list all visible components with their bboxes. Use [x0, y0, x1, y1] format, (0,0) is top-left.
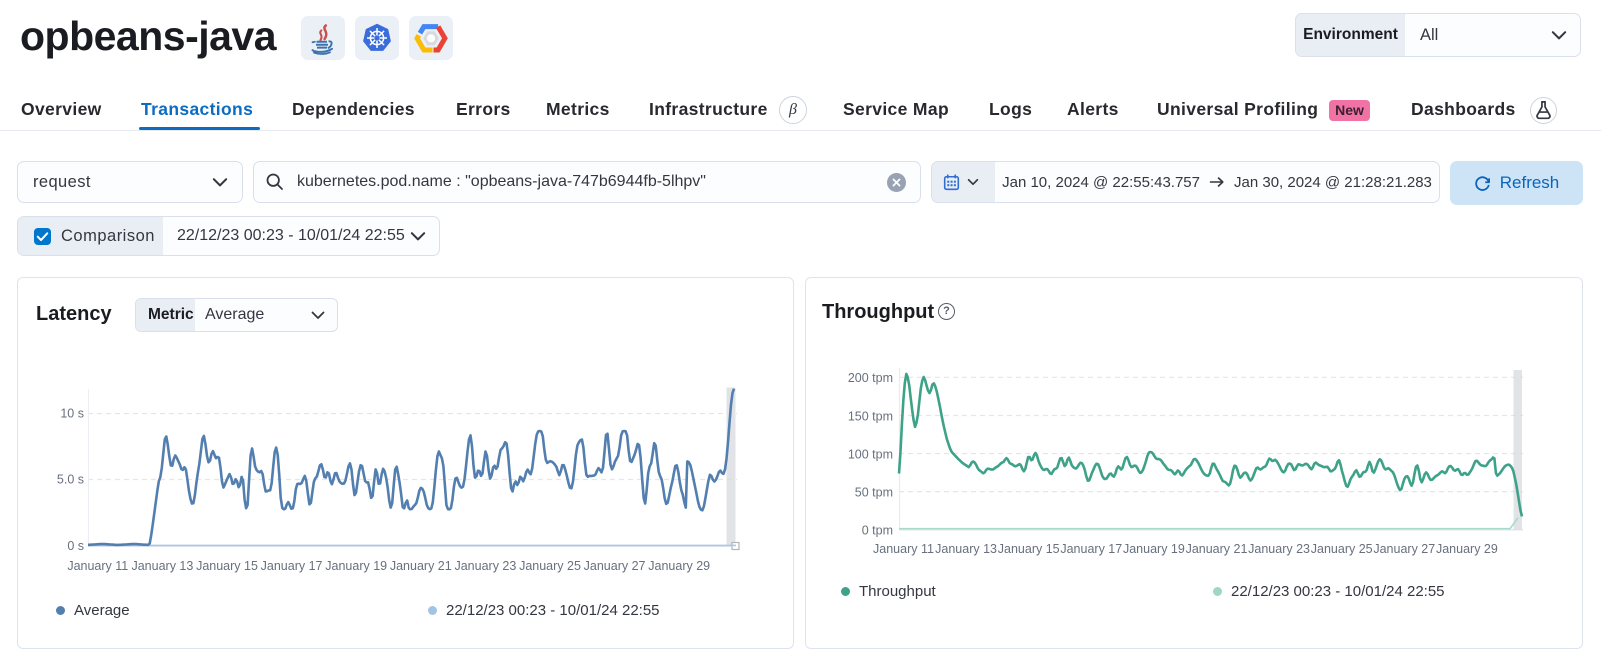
svg-text:0 tpm: 0 tpm — [862, 523, 893, 537]
svg-text:January 15: January 15 — [196, 559, 258, 573]
svg-text:January 17: January 17 — [1060, 542, 1122, 556]
svg-text:January 19: January 19 — [1123, 542, 1185, 556]
svg-text:0 s: 0 s — [67, 539, 84, 553]
svg-text:50 tpm: 50 tpm — [855, 485, 893, 499]
svg-text:100 tpm: 100 tpm — [848, 447, 893, 461]
svg-text:10 s: 10 s — [60, 407, 84, 421]
svg-text:January 25: January 25 — [1311, 542, 1373, 556]
svg-text:January 27: January 27 — [1373, 542, 1435, 556]
svg-text:January 29: January 29 — [648, 559, 710, 573]
svg-text:January 15: January 15 — [998, 542, 1060, 556]
svg-text:5.0 s: 5.0 s — [57, 473, 84, 487]
svg-text:January 13: January 13 — [935, 542, 997, 556]
svg-text:January 17: January 17 — [261, 559, 323, 573]
svg-text:January 21: January 21 — [390, 559, 452, 573]
svg-text:January 23: January 23 — [1248, 542, 1310, 556]
svg-text:January 23: January 23 — [454, 559, 516, 573]
svg-text:January 19: January 19 — [325, 559, 387, 573]
svg-text:January 29: January 29 — [1436, 542, 1498, 556]
svg-text:200 tpm: 200 tpm — [848, 371, 893, 385]
svg-text:January 11: January 11 — [67, 559, 128, 573]
svg-text:January 21: January 21 — [1186, 542, 1248, 556]
svg-text:January 25: January 25 — [519, 559, 581, 573]
svg-text:150 tpm: 150 tpm — [848, 409, 893, 423]
svg-text:January 27: January 27 — [584, 559, 646, 573]
svg-text:January 13: January 13 — [131, 559, 193, 573]
svg-text:January 11: January 11 — [873, 542, 934, 556]
